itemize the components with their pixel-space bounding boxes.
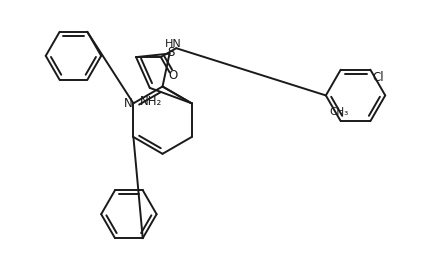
- Text: Cl: Cl: [372, 71, 384, 84]
- Text: NH₂: NH₂: [140, 95, 162, 108]
- Text: N: N: [124, 97, 133, 110]
- Text: CH₃: CH₃: [329, 107, 348, 117]
- Text: O: O: [168, 69, 177, 82]
- Text: HN: HN: [165, 39, 181, 49]
- Text: S: S: [167, 46, 174, 59]
